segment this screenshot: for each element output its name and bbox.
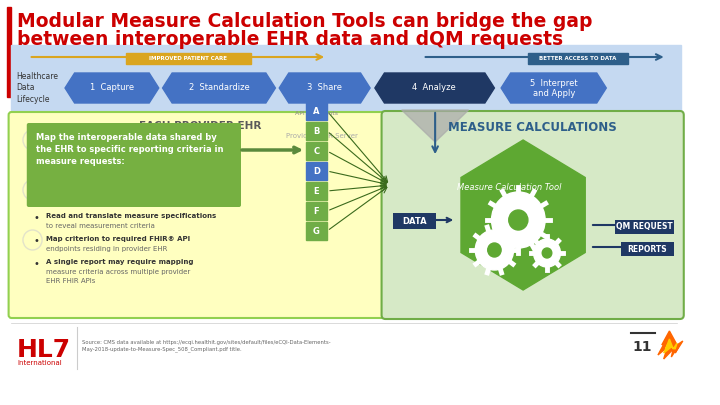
Polygon shape: [402, 110, 469, 142]
Text: E: E: [314, 186, 320, 196]
FancyBboxPatch shape: [9, 112, 392, 318]
Text: A: A: [313, 107, 320, 115]
Polygon shape: [163, 73, 276, 103]
Bar: [306, 182, 327, 200]
Text: •: •: [33, 213, 40, 223]
Text: Read and translate measure specifications: Read and translate measure specification…: [46, 213, 216, 219]
Polygon shape: [461, 140, 585, 290]
Text: D: D: [313, 166, 320, 175]
Text: Provider FHIR Server: Provider FHIR Server: [287, 133, 359, 139]
Text: measure criteria across multiple provider: measure criteria across multiple provide…: [46, 269, 190, 275]
Text: International: International: [17, 360, 62, 366]
Text: DATA: DATA: [402, 217, 426, 226]
Text: 11: 11: [633, 340, 652, 354]
Bar: [306, 122, 327, 140]
FancyBboxPatch shape: [382, 111, 684, 319]
Text: Modular Measure Calculation Tools can bridge the gap: Modular Measure Calculation Tools can br…: [17, 12, 593, 31]
Text: API Endpoints: API Endpoints: [295, 111, 338, 116]
Text: to reveal measurement criteria: to reveal measurement criteria: [46, 223, 155, 229]
Text: QM REQUEST: QM REQUEST: [616, 222, 673, 232]
Bar: [528, 53, 629, 64]
Text: Source: CMS data available at https://ecqi.healthit.gov/sites/default/files/eCQI: Source: CMS data available at https://ec…: [82, 340, 331, 352]
FancyBboxPatch shape: [621, 242, 674, 256]
Text: IMPROVED PATIENT CARE: IMPROVED PATIENT CARE: [149, 55, 228, 60]
Text: A single report may require mapping: A single report may require mapping: [46, 259, 194, 265]
Text: Healthcare
Data
Lifecycle: Healthcare Data Lifecycle: [17, 72, 58, 104]
Text: MEASURE CALCULATIONS: MEASURE CALCULATIONS: [449, 121, 617, 134]
Text: and Apply: and Apply: [533, 89, 575, 98]
Text: 3  Share: 3 Share: [307, 83, 342, 92]
Circle shape: [542, 248, 552, 258]
Text: EHR FHIR APIs: EHR FHIR APIs: [46, 278, 95, 284]
Text: Map criterion to required FHIR® API: Map criterion to required FHIR® API: [46, 236, 190, 242]
Text: C: C: [313, 147, 320, 156]
Polygon shape: [501, 73, 606, 103]
FancyBboxPatch shape: [615, 220, 674, 234]
Circle shape: [487, 243, 501, 257]
Bar: [306, 142, 327, 160]
Text: Measure Calculation Tool: Measure Calculation Tool: [456, 183, 561, 192]
Circle shape: [534, 239, 560, 267]
Text: between interoperable EHR data and dQM requests: between interoperable EHR data and dQM r…: [17, 30, 563, 49]
Circle shape: [492, 192, 545, 248]
Text: F: F: [314, 207, 320, 215]
Bar: [306, 222, 327, 240]
Text: •: •: [33, 259, 40, 269]
Text: HL7: HL7: [17, 338, 71, 362]
Text: endpoints residing in provider EHR: endpoints residing in provider EHR: [46, 246, 167, 252]
Bar: [306, 102, 327, 120]
Bar: [306, 202, 327, 220]
Polygon shape: [658, 331, 683, 359]
Bar: [12, 45, 681, 110]
Text: •: •: [33, 236, 40, 246]
Text: Map the interoperable data shared by
the EHR to specific reporting criteria in
m: Map the interoperable data shared by the…: [36, 133, 224, 166]
Text: B: B: [313, 126, 320, 136]
Bar: [306, 162, 327, 180]
Circle shape: [509, 210, 528, 230]
Text: 5  Interpret: 5 Interpret: [530, 79, 577, 87]
Text: REPORTS: REPORTS: [628, 245, 667, 254]
Polygon shape: [664, 339, 677, 353]
FancyBboxPatch shape: [393, 213, 436, 229]
Bar: [6, 7, 11, 97]
Circle shape: [475, 230, 513, 270]
Text: G: G: [313, 226, 320, 235]
Polygon shape: [375, 73, 495, 103]
Text: 2  Standardize: 2 Standardize: [189, 83, 249, 92]
FancyBboxPatch shape: [27, 123, 241, 207]
Polygon shape: [279, 73, 370, 103]
Text: 1  Capture: 1 Capture: [90, 83, 134, 92]
Polygon shape: [65, 73, 158, 103]
Text: BETTER ACCESS TO DATA: BETTER ACCESS TO DATA: [539, 55, 616, 60]
Bar: [126, 53, 251, 64]
Text: 4  Analyze: 4 Analyze: [413, 83, 456, 92]
Text: EACH PROVIDER EHR: EACH PROVIDER EHR: [139, 121, 261, 131]
